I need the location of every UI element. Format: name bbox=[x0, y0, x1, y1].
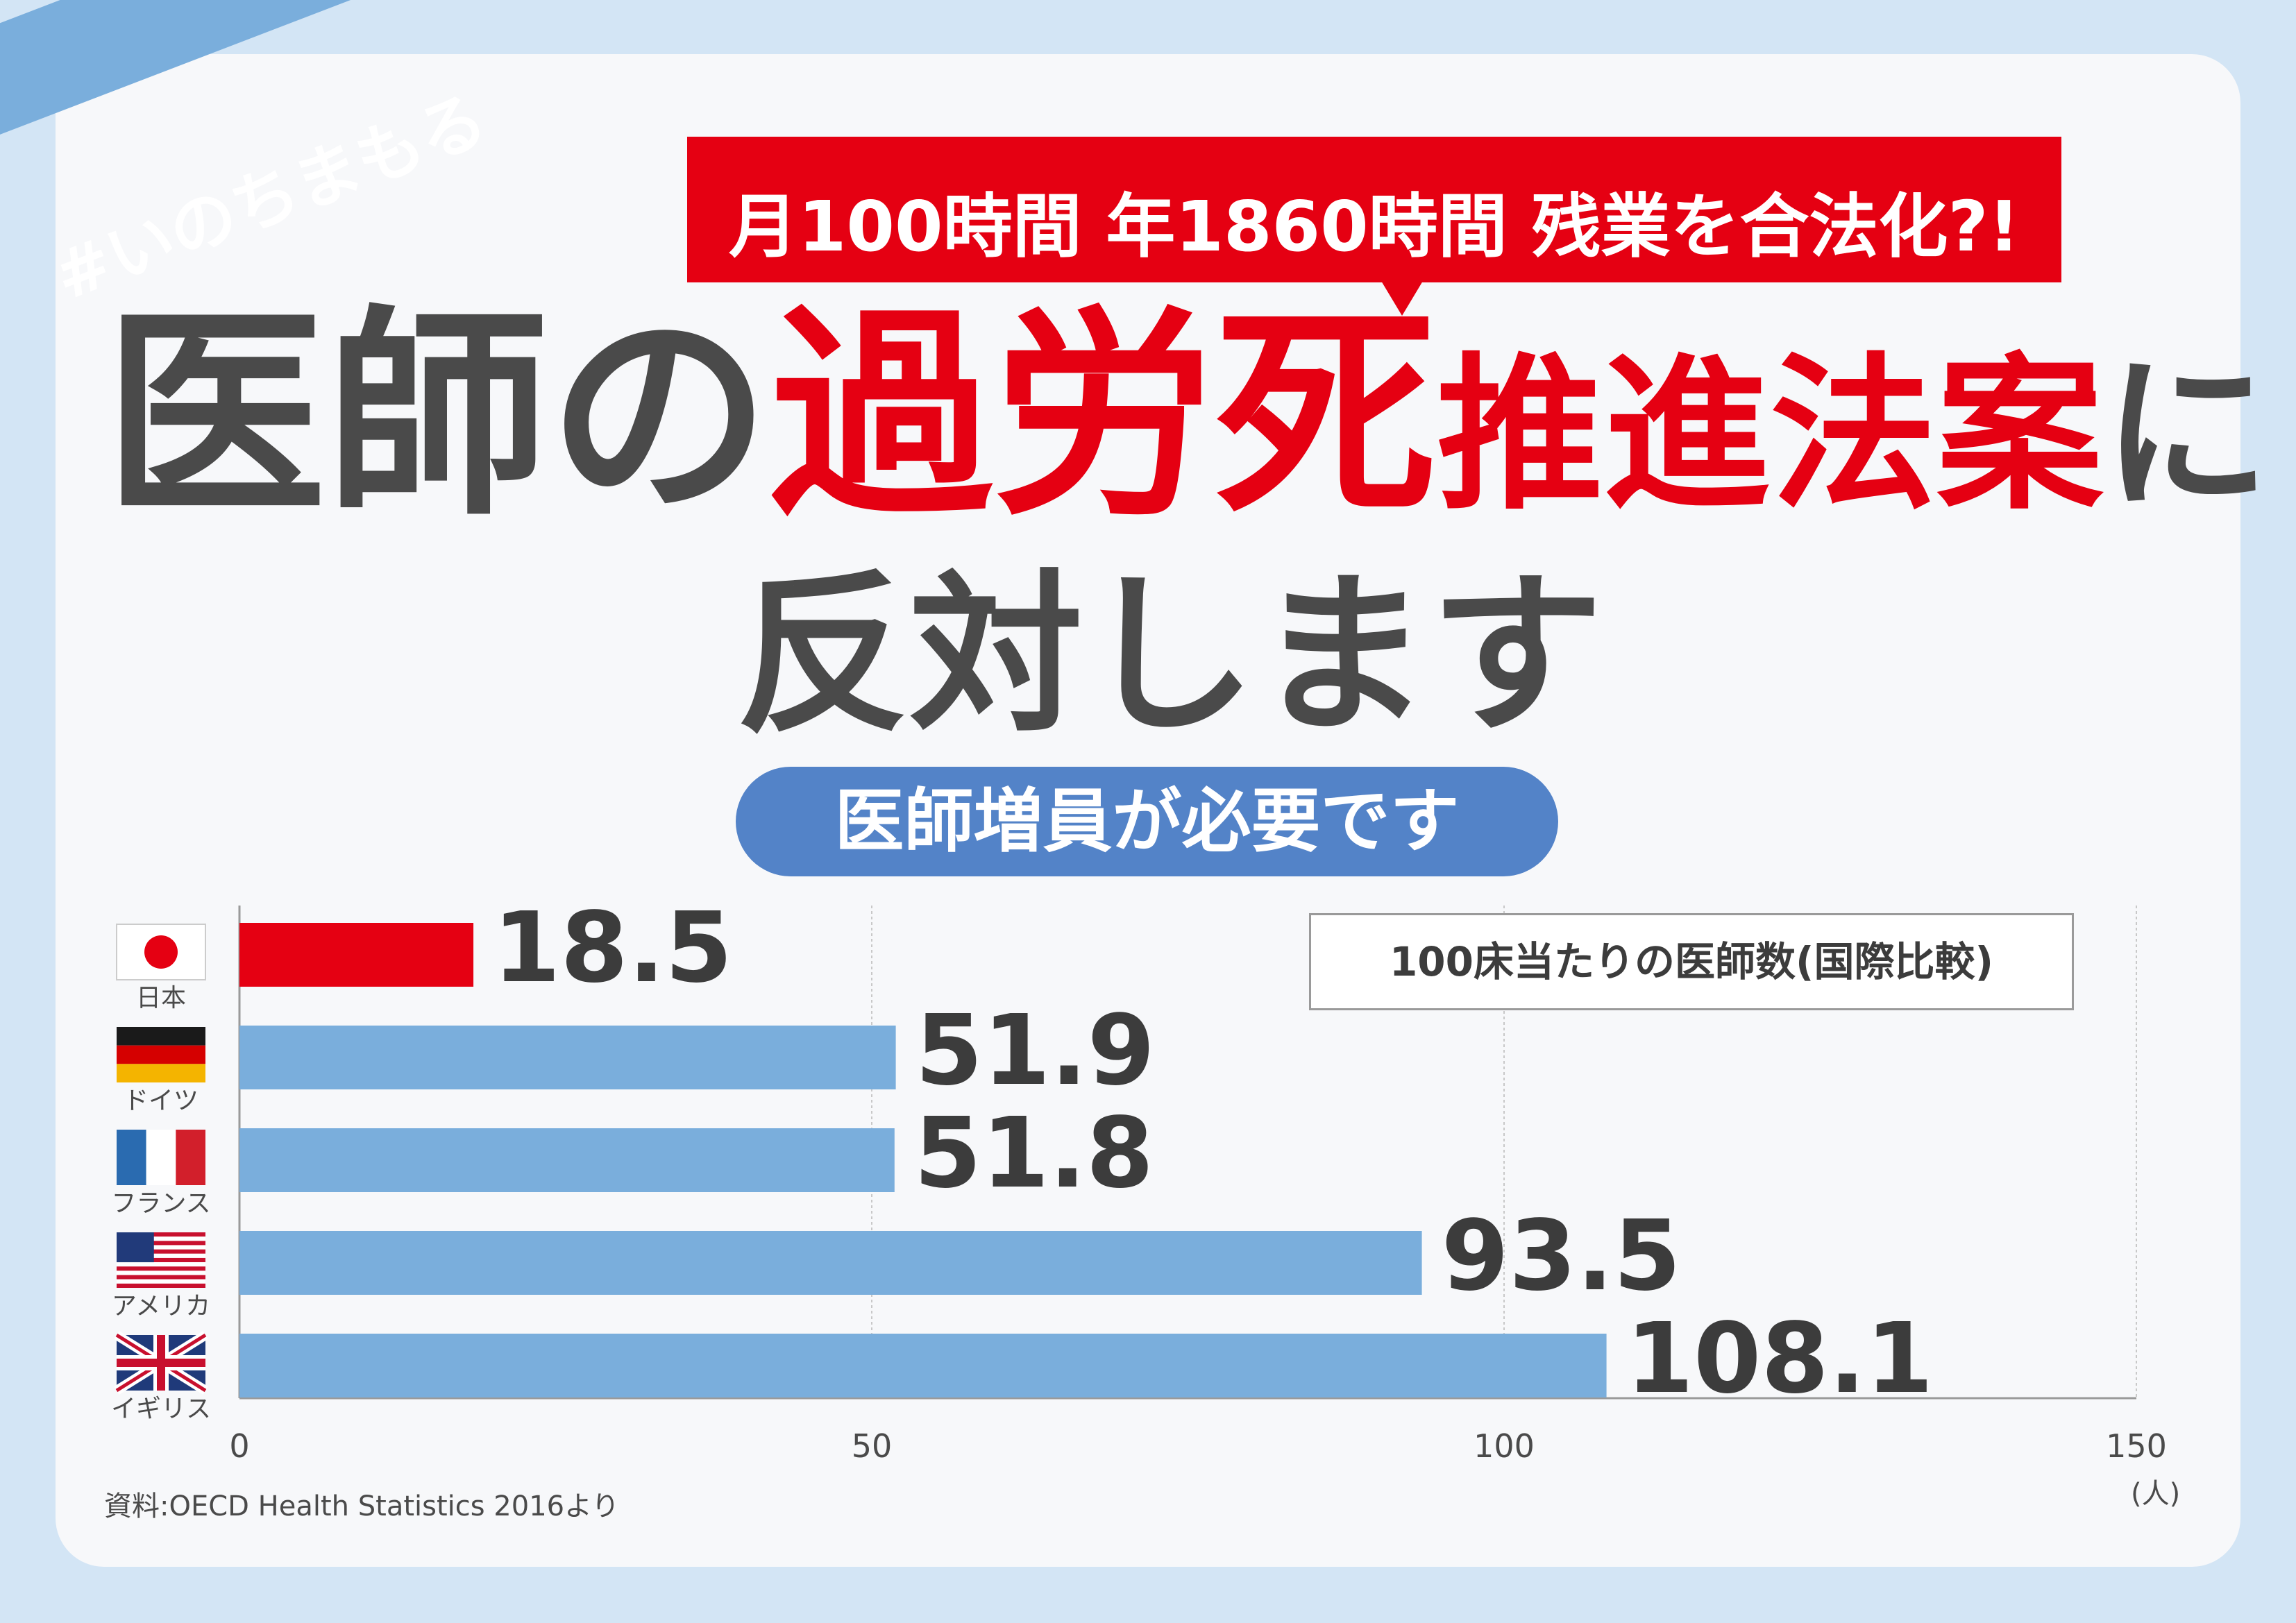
germany-flag-icon bbox=[117, 1027, 205, 1082]
banner-tail bbox=[1381, 281, 1423, 316]
value-label: 108.1 bbox=[1626, 1302, 1934, 1416]
bar bbox=[239, 1128, 895, 1192]
category-label: ドイツ bbox=[124, 1087, 199, 1115]
source-note: 資料:OECD Health Statistics 2016より bbox=[104, 1490, 620, 1522]
x-tick-label: 150 bbox=[2106, 1427, 2167, 1465]
value-label: 51.8 bbox=[914, 1097, 1154, 1210]
category-label: フランス bbox=[111, 1189, 210, 1218]
headline-part3: 推進法案 bbox=[1437, 338, 2104, 532]
headline-part2: 過労死 bbox=[770, 287, 1437, 545]
x-tick-label: 100 bbox=[1474, 1427, 1535, 1465]
bar bbox=[239, 923, 474, 987]
category-label: 日本 bbox=[136, 984, 186, 1012]
doctor-increase-pill: 医師増員が必要です bbox=[736, 767, 1558, 876]
value-label: 18.5 bbox=[493, 892, 732, 1005]
headline-part4: に bbox=[2103, 338, 2270, 532]
overtime-banner bbox=[687, 137, 2061, 282]
bar bbox=[239, 1334, 1607, 1397]
japan-flag-icon bbox=[116, 924, 206, 980]
bar bbox=[239, 1231, 1422, 1295]
usa-flag-icon bbox=[117, 1232, 205, 1288]
category-label: アメリカ bbox=[112, 1292, 210, 1320]
value-label: 93.5 bbox=[1442, 1200, 1681, 1313]
value-label: 51.9 bbox=[915, 994, 1155, 1107]
headline-line2: 反対します bbox=[736, 554, 1603, 756]
axis-unit: (人) bbox=[2131, 1478, 2181, 1510]
france-flag-icon bbox=[117, 1130, 205, 1185]
x-tick-label: 50 bbox=[852, 1427, 893, 1465]
uk-flag-icon bbox=[114, 1331, 208, 1395]
headline-part1: 医師の bbox=[104, 287, 770, 545]
banner-text: 月100時間 年1860時間 残業を合法化?! bbox=[728, 186, 2020, 267]
category-label: イギリス bbox=[111, 1395, 211, 1423]
bar bbox=[239, 1026, 896, 1089]
headline: 医師の過労死推進法案に bbox=[104, 305, 2270, 527]
x-tick-label: 0 bbox=[229, 1427, 249, 1465]
chart-title: 100床当たりの医師数(国際比較) bbox=[1309, 913, 2074, 1010]
